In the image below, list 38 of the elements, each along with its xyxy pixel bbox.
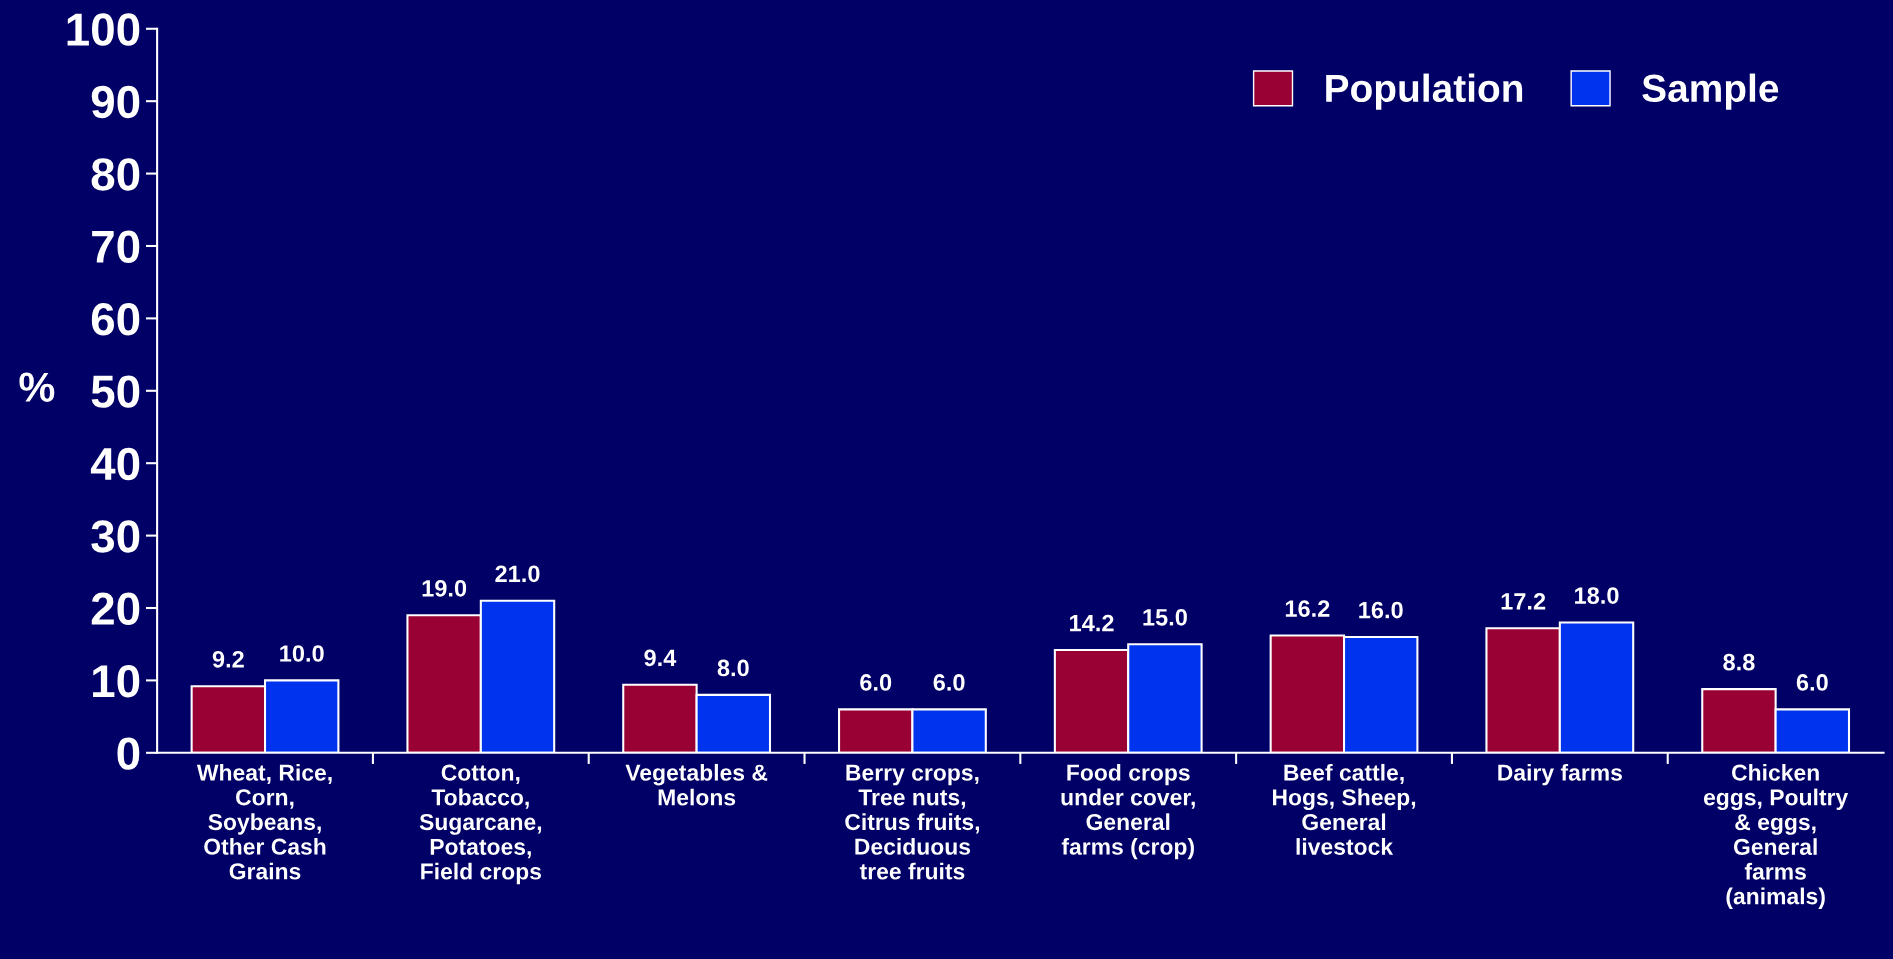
legend-label: Sample xyxy=(1642,73,1779,110)
data-label: 16.2 xyxy=(1285,600,1330,617)
x-tick-label: Wheat, Rice, Corn, Soybeans, Other Cash Grains xyxy=(196,763,332,880)
legend-label: Population xyxy=(1326,73,1523,110)
data-label: 6.0 xyxy=(860,674,892,691)
data-label: 19.0 xyxy=(422,579,467,597)
y-tick-label: 100 xyxy=(67,13,140,46)
data-label: 16.0 xyxy=(1359,601,1403,619)
x-tick-label: Cotton, Tobacco, Sugarcane, Potatoes, Field crops xyxy=(419,764,542,885)
y-tick-label: 90 xyxy=(91,85,140,119)
y-tick-label: 20 xyxy=(91,592,140,626)
y-axis-title: % xyxy=(19,372,55,402)
data-label: 10.0 xyxy=(280,645,324,662)
data-label: 8.8 xyxy=(1723,653,1755,671)
data-label: 18.0 xyxy=(1575,587,1619,604)
x-tick-label: Food crops under cover, General farms (crop) xyxy=(1061,763,1195,860)
data-label: 9.2 xyxy=(212,650,244,668)
y-tick-label: 10 xyxy=(93,665,140,698)
data-label: 6.0 xyxy=(1796,674,1828,691)
y-tick-label: 40 xyxy=(90,447,140,481)
data-label: 8.0 xyxy=(717,659,749,677)
x-tick-label: Berry crops, Tree nuts, Citrus fruits, Deciduous tree fruits xyxy=(845,764,980,880)
data-label: 15.0 xyxy=(1143,608,1187,626)
data-label: 21.0 xyxy=(495,565,540,583)
x-tick-label: Beef cattle, Hogs, Sheep, General livestock xyxy=(1272,763,1416,855)
y-tick-label: 70 xyxy=(92,230,140,264)
y-tick-label: 0 xyxy=(117,737,140,770)
y-tick-label: 80 xyxy=(91,158,140,191)
x-tick-label: Vegetables & Melons xyxy=(625,763,768,806)
data-label: 14.2 xyxy=(1070,614,1114,632)
data-label: 6.0 xyxy=(933,674,965,691)
x-tick-label: Dairy farms xyxy=(1498,763,1622,786)
y-tick-label: 60 xyxy=(91,302,140,336)
data-label: 17.2 xyxy=(1501,593,1546,610)
x-tick-label: Chicken eggs, Poultry & eggs, General farms (animals) xyxy=(1703,763,1849,909)
data-label: 9.4 xyxy=(644,649,677,667)
y-tick-label: 30 xyxy=(91,520,140,553)
y-tick-label: 50 xyxy=(91,375,140,408)
